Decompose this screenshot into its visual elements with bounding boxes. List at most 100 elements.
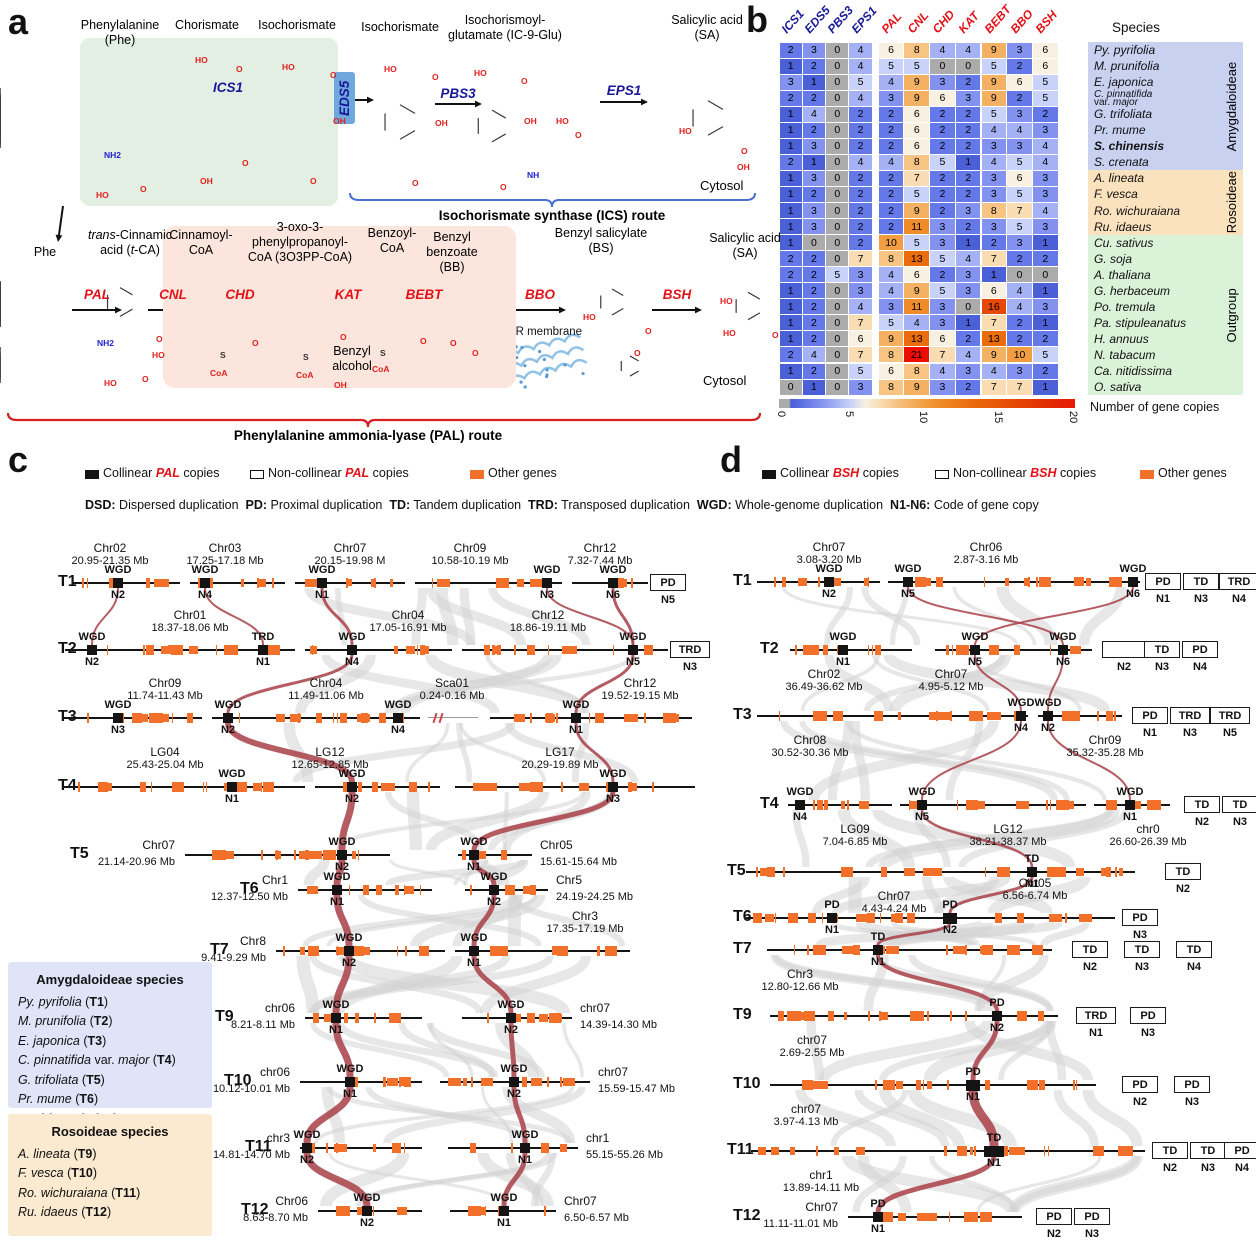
species-name: H. annuus xyxy=(1094,331,1149,346)
synteny-ribbon xyxy=(320,1151,410,1208)
synteny-ribbon xyxy=(1047,720,1131,801)
species-legend-item: Py. pyrifolia (T1) xyxy=(18,994,109,1009)
noncollinear-copy-box: PD xyxy=(1074,1208,1110,1225)
synteny-ribbon xyxy=(333,954,463,1015)
duplication-type-label: PD xyxy=(824,899,840,911)
other-gene-block xyxy=(352,850,357,860)
heatmap-cell: 3 xyxy=(802,138,826,154)
other-gene-block xyxy=(1013,644,1020,656)
heatmap-cell: 0 xyxy=(826,74,849,90)
other-gene-tick xyxy=(409,782,412,792)
heatmap-cell: 5 xyxy=(826,267,849,283)
synteny-ribbon xyxy=(943,874,1053,916)
heatmap-cell: 7 xyxy=(930,347,955,363)
duplication-type-label: WGD xyxy=(497,999,525,1011)
heatmap-cell: 1 xyxy=(779,283,802,299)
heatmap-cell: 1 xyxy=(779,363,802,379)
heatmap-cell: 6 xyxy=(930,90,955,106)
heatmap-cell: 1 xyxy=(802,74,826,90)
heatmap-cell: 0 xyxy=(826,203,849,219)
species-name: M. prunifolia xyxy=(1094,59,1160,74)
synteny-ribbon xyxy=(1053,1089,1099,1147)
other-gene-block xyxy=(1086,578,1092,586)
synteny-ribbon xyxy=(812,875,870,915)
other-gene-tick xyxy=(1065,913,1067,923)
heatmap-cell: 2 xyxy=(955,379,981,395)
heatmap-cell: 4 xyxy=(878,283,904,299)
chromosome-name: chr07 xyxy=(790,1102,822,1116)
other-gene-tick xyxy=(984,867,987,877)
atom-label: S xyxy=(380,348,386,358)
other-gene-block xyxy=(957,1145,967,1157)
synteny-ribbon xyxy=(948,876,1034,914)
other-gene-tick xyxy=(556,713,558,723)
other-gene-tick xyxy=(272,578,274,588)
heatmap-cell: 5 xyxy=(1032,347,1058,363)
heatmap-cell: 0 xyxy=(955,58,981,74)
other-gene-block xyxy=(916,1080,921,1090)
collinear-copy-mark xyxy=(1058,645,1068,655)
panel-c-label: c xyxy=(8,439,29,480)
other-gene-block xyxy=(514,714,525,722)
other-gene-block xyxy=(628,783,638,791)
atom-label: HO xyxy=(723,328,736,338)
heatmap-cell: 8 xyxy=(878,251,904,267)
heatmap-cell: 2 xyxy=(930,203,955,219)
other-gene-block xyxy=(405,886,414,894)
heatmap-cell: 2 xyxy=(779,267,802,283)
heatmap-cell: 1 xyxy=(779,331,802,347)
other-gene-tick xyxy=(346,1013,348,1023)
gene-copy-code: N1 xyxy=(824,924,840,936)
synteny-ribbon xyxy=(782,586,1019,646)
collinear-copy-mark xyxy=(608,578,618,588)
chromosome-line xyxy=(935,649,1092,652)
gene-copy-code: N2 xyxy=(1040,722,1056,734)
species-name: E. japonica xyxy=(1094,75,1154,90)
track-label: T12 xyxy=(241,1201,269,1218)
heatmap-cell: 2 xyxy=(930,122,955,138)
other-gene-block xyxy=(782,577,787,587)
synteny-ribbon xyxy=(426,586,527,647)
collinear-copy-mark xyxy=(873,945,883,955)
other-gene-block xyxy=(489,783,497,791)
gene-copy-code: N2 xyxy=(1175,883,1191,895)
synteny-ribbon xyxy=(501,1152,528,1207)
enzyme-label: PAL xyxy=(84,287,110,302)
chromosome-name: Chr12 xyxy=(623,676,657,690)
duplication-type-label: WGD xyxy=(338,631,366,643)
gene-copy-code: N5 xyxy=(660,594,676,606)
other-gene-block xyxy=(974,801,985,809)
other-gene-block xyxy=(916,1212,928,1222)
heatmap-cell: 3 xyxy=(849,283,872,299)
synteny-ribbon xyxy=(405,722,450,783)
synteny-ribbon xyxy=(338,791,356,851)
chromosome-range: 21.14-20.96 Mb xyxy=(97,856,175,868)
atom-label: HO xyxy=(195,55,208,65)
synteny-ribbon xyxy=(824,586,854,646)
synteny-ribbon xyxy=(471,955,514,1014)
other-gene-tick xyxy=(875,1080,877,1090)
gene-copy-code: N4 xyxy=(197,589,213,601)
other-gene-tick xyxy=(1073,1080,1075,1090)
heatmap-cell: 2 xyxy=(849,170,872,186)
heatmap-cell: 7 xyxy=(849,251,872,267)
chromosome-name: Chr07 xyxy=(333,541,367,555)
arrow-shaft xyxy=(57,205,64,238)
collinear-copy-mark xyxy=(917,800,927,810)
duplication-type-label: WGD xyxy=(78,631,106,643)
gene-copy-code: N2 xyxy=(989,1022,1005,1034)
other-gene-block xyxy=(504,884,515,896)
heatmap-cell: 0 xyxy=(826,138,849,154)
noncollinear-copy-box: PD xyxy=(1182,641,1218,658)
species-box-title: Rosoideae species xyxy=(51,1124,169,1139)
other-gene-block xyxy=(898,1212,906,1222)
other-gene-block xyxy=(289,713,301,723)
synteny-ribbon xyxy=(800,654,881,712)
other-gene-block xyxy=(984,1080,991,1090)
other-gene-tick xyxy=(372,1206,375,1216)
heatmap-cell: 8 xyxy=(981,203,1007,219)
collinear-copy-mark xyxy=(966,1079,980,1091)
other-gene-block xyxy=(777,1010,784,1022)
other-gene-block xyxy=(1017,1010,1027,1022)
synteny-ribbon xyxy=(313,1086,575,1144)
